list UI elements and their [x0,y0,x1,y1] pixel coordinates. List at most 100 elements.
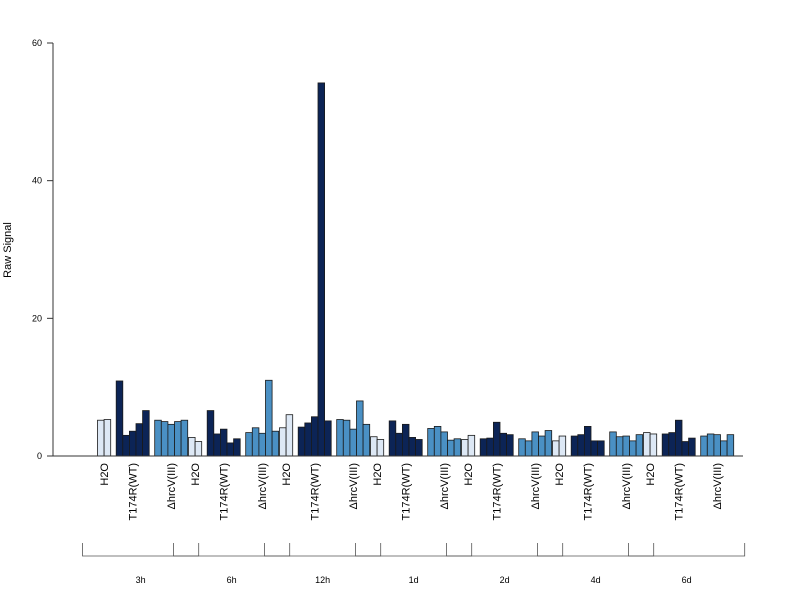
bar [506,434,514,457]
bar [401,423,410,457]
bar [180,419,189,457]
treatment-label: ΔhrcV(III) [166,463,178,509]
bar [720,440,728,457]
bar [440,431,448,457]
treatment-label: H2O [645,463,657,486]
bar [433,425,442,457]
bar [349,428,357,457]
y-tick-label: 40 [32,176,42,186]
bar [304,422,312,457]
bar [154,419,162,457]
bar [356,400,364,457]
group-label: 6d [682,575,692,585]
group-bracket [82,543,200,557]
treatment-label: ΔhrcV(III) [530,463,542,509]
group-label: 3h [136,575,146,585]
bar [461,439,469,457]
bar [317,82,325,457]
bar [675,419,683,457]
treatment-label: T174R(WT) [219,463,231,520]
bar [499,432,507,457]
bar [615,436,624,457]
bar [194,441,203,457]
bar [135,423,143,457]
group-label: 6h [227,575,237,585]
bar [395,432,403,457]
bar [342,419,351,457]
y-tick-label: 20 [32,313,42,323]
group-bracket [355,543,473,557]
bar [479,438,488,457]
bar [265,379,273,457]
bar [142,410,150,457]
treatment-label: T174R(WT) [310,463,322,520]
bar [590,440,598,457]
bar [188,437,196,457]
group-label: 12h [315,575,330,585]
treatment-label: T174R(WT) [583,463,595,520]
bar [492,421,501,457]
bar [160,421,169,457]
bar [531,431,539,457]
bar [115,380,124,457]
bar [370,436,378,457]
bar [486,437,494,457]
group-bracket [628,543,746,557]
treatment-label: ΔhrcV(III) [257,463,269,509]
bar [245,432,253,457]
bar [447,439,455,457]
treatment-label: T174R(WT) [401,463,413,520]
bar [233,438,241,457]
bar [271,430,280,457]
group-bracket [446,543,564,557]
treatment-label: ΔhrcV(III) [621,463,633,509]
treatment-label: ΔhrcV(III) [712,463,724,509]
group-bracket [264,543,382,557]
bar [251,427,260,457]
bar [103,419,112,457]
group-bracket [537,543,655,557]
bar [649,433,658,457]
y-axis-title: Raw Signal [2,222,14,278]
bar [97,419,105,457]
bar [524,440,533,457]
treatment-label: H2O [99,463,111,486]
bar [518,438,526,457]
bar [388,420,397,457]
bar [661,433,670,457]
bar [362,423,371,457]
bar [128,430,137,457]
treatment-label: ΔhrcV(III) [348,463,360,509]
group-label: 4d [591,575,601,585]
bar [376,439,385,457]
bar [629,440,637,457]
bar [467,434,476,457]
bar [408,437,416,457]
treatment-label: T174R(WT) [674,463,686,520]
bar [643,432,651,457]
bar [700,435,708,457]
y-axis: 0 20 40 60 [32,38,54,461]
bar [427,428,435,457]
treatment-label: H2O [190,463,202,486]
bar [336,419,344,457]
bar [310,416,319,457]
y-tick-label: 0 [37,451,42,461]
bar [174,421,182,457]
bar [622,435,630,457]
bar [544,430,553,457]
bar [577,434,585,457]
bar [713,434,721,457]
treatment-labels: H2O T174R(WT) ΔhrcV(III) H2O T174R(WT) ΔhrcV(… [99,463,724,521]
y-tick-label: 60 [32,38,42,48]
bar [552,440,560,457]
bar [668,432,676,457]
bar [609,431,617,457]
bar [213,433,221,457]
bar [122,434,130,457]
treatment-label: H2O [281,463,293,486]
treatment-label: ΔhrcV(III) [439,463,451,509]
treatment-label: H2O [554,463,566,486]
bar [324,420,332,457]
